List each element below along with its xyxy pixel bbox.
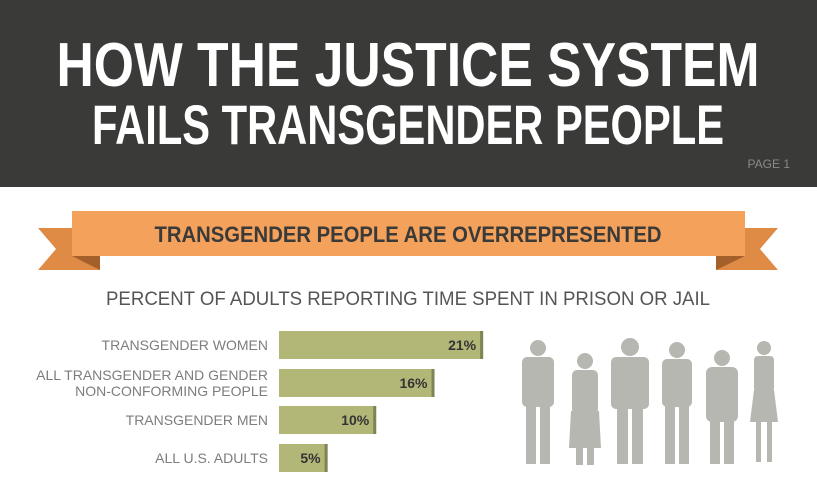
- category-label: TRANSGENDER MEN: [125, 412, 268, 428]
- bar-edge: [324, 444, 328, 472]
- bar-edge: [480, 331, 484, 359]
- bar: [279, 406, 377, 434]
- bar: [279, 331, 484, 359]
- value-label: 10%: [341, 412, 370, 428]
- banner-text: TRANSGENDER PEOPLE ARE OVERREPRESENTED: [155, 222, 662, 247]
- silhouette: [662, 342, 692, 464]
- category-label: TRANSGENDER WOMEN: [101, 337, 268, 353]
- silhouette: [569, 353, 601, 465]
- title-line: FAILS TRANSGENDER PEOPLE: [92, 93, 724, 156]
- title-line: HOW THE JUSTICE SYSTEM: [57, 31, 760, 100]
- bar-edge: [373, 406, 377, 434]
- silhouette: [706, 350, 738, 464]
- value-label: 5%: [300, 450, 321, 466]
- silhouette: [750, 341, 778, 462]
- category-label: ALL U.S. ADULTS: [155, 450, 268, 466]
- category-label: ALL TRANSGENDER AND GENDER NON-CONFORMIN…: [36, 367, 268, 399]
- value-label: 16%: [399, 375, 428, 391]
- silhouette: [611, 338, 649, 464]
- chart-title: PERCENT OF ADULTS REPORTING TIME SPENT I…: [106, 289, 710, 310]
- ribbon-fold: [72, 256, 100, 270]
- bar-edge: [431, 369, 435, 397]
- header-background: [0, 0, 817, 187]
- silhouette: [522, 340, 554, 464]
- bar: [279, 369, 435, 397]
- value-label: 21%: [448, 337, 477, 353]
- silhouettes: [522, 338, 778, 465]
- ribbon-fold: [716, 256, 745, 270]
- banner: [72, 211, 745, 256]
- page-number: PAGE 1: [748, 157, 791, 171]
- bar: [279, 444, 328, 472]
